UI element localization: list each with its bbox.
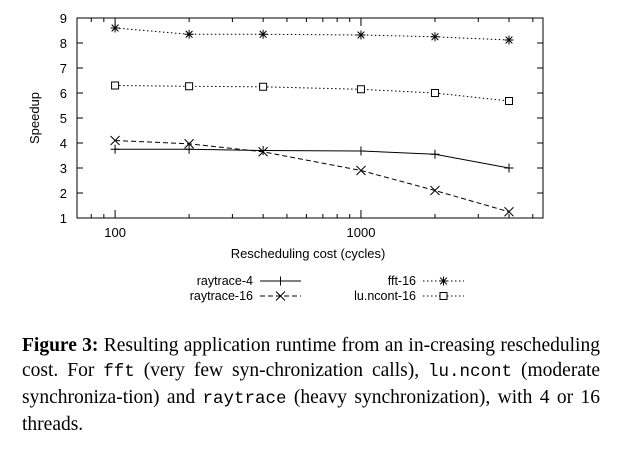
- series-raytrace-4: [110, 144, 514, 173]
- data-point: [258, 146, 268, 155]
- series-fft-16: [110, 23, 514, 45]
- series-line: [115, 85, 510, 102]
- data-point: [258, 146, 268, 157]
- y-tick-label: 2: [60, 186, 67, 201]
- data-point: [258, 29, 268, 39]
- x-tick-label: 1000: [347, 225, 376, 240]
- data-point: [110, 144, 120, 154]
- data-point: [430, 185, 440, 196]
- y-tick-label: 9: [60, 11, 67, 26]
- series-raytrace-16: [110, 135, 514, 217]
- series-lu-ncont-16: [111, 81, 513, 105]
- data-point: [110, 23, 120, 33]
- data-point: [184, 29, 194, 39]
- data-point: [430, 89, 439, 97]
- data-point: [504, 206, 514, 217]
- figure-caption: Figure 3: Resulting application runtime …: [22, 333, 600, 437]
- y-tick-label: 7: [60, 61, 67, 76]
- caption-code-raytrace: raytrace: [202, 389, 287, 409]
- y-tick-label: 3: [60, 161, 67, 176]
- data-point: [111, 81, 120, 90]
- x-tick-label: 100: [104, 225, 126, 240]
- x-axis-label: Rescheduling cost (cycles): [231, 246, 386, 261]
- series-line: [115, 148, 510, 169]
- caption-code-fft: fft: [103, 362, 135, 382]
- caption-label: Figure 3:: [22, 335, 99, 356]
- data-point: [504, 35, 514, 45]
- legend-marker: [439, 292, 448, 300]
- y-axis-label: Speedup: [27, 92, 42, 144]
- caption-text-4: (heavy synchronization), with 4 or 16 th…: [22, 387, 601, 435]
- data-point: [504, 163, 514, 173]
- data-point: [259, 82, 268, 91]
- y-tick-label: 5: [60, 111, 67, 126]
- data-point: [430, 149, 440, 159]
- legend-label: fft-16: [388, 274, 416, 288]
- data-point: [184, 144, 194, 154]
- legend-marker: [439, 276, 448, 286]
- legend-marker: [275, 291, 286, 301]
- data-point: [430, 32, 440, 42]
- y-tick-label: 1: [60, 211, 67, 226]
- data-point: [110, 135, 120, 146]
- data-point: [184, 138, 194, 149]
- legend-label: raytrace-16: [190, 289, 253, 303]
- caption-text-3: (moderate synchroniza-tion) and: [22, 360, 601, 408]
- plot-frame: [76, 17, 544, 219]
- legend-marker: [276, 276, 285, 286]
- y-tick-label: 8: [60, 36, 67, 51]
- data-point: [356, 30, 366, 40]
- legend-label: raytrace-4: [197, 274, 253, 288]
- data-point: [504, 97, 513, 105]
- legend-label: lu.ncont-16: [354, 289, 416, 303]
- data-point: [356, 165, 366, 176]
- data-point: [356, 146, 366, 156]
- y-tick-label: 4: [60, 136, 67, 151]
- caption-code-luncont: lu.ncont: [428, 362, 513, 382]
- caption-text-1: Resulting application runtime from an in…: [22, 335, 600, 381]
- series-line: [115, 140, 510, 213]
- series-line: [115, 27, 510, 41]
- data-point: [185, 82, 194, 91]
- data-point: [356, 85, 365, 94]
- y-tick-label: 6: [60, 86, 67, 101]
- caption-text-2: (very few syn-chronization calls),: [143, 360, 420, 381]
